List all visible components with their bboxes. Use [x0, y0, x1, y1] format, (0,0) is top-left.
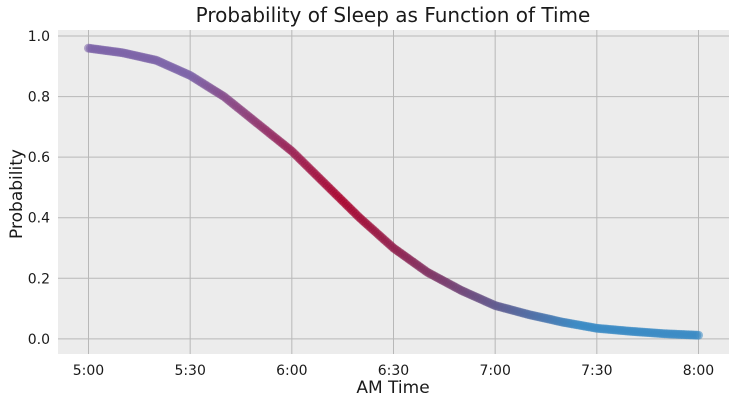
tick-labels: 5:00 5:30 6:00 6:30 7:00 7:30 8:00 0.0 0.2 0.4 0.6… [28, 29, 714, 379]
chart-title: Probability of Sleep as Function of Time [196, 3, 591, 27]
y-tick-label: 0.8 [28, 90, 50, 106]
y-tick-label: 0.6 [28, 150, 50, 166]
x-tick-label: 5:30 [174, 363, 205, 379]
y-tick-label: 0.2 [28, 271, 50, 287]
x-tick-label: 8:00 [683, 363, 714, 379]
grid [58, 30, 729, 354]
x-tick-label: 5:00 [73, 363, 104, 379]
y-tick-label: 0.0 [28, 332, 50, 348]
x-tick-label: 7:30 [581, 363, 612, 379]
y-tick-label: 0.4 [28, 211, 50, 227]
x-tick-label: 6:00 [276, 363, 307, 379]
data-point [694, 330, 703, 340]
data-points [84, 43, 703, 340]
y-tick-label: 1.0 [28, 29, 50, 45]
x-tick-label: 7:00 [479, 363, 510, 379]
x-tick-label: 6:30 [378, 363, 409, 379]
x-axis-label: AM Time [356, 378, 429, 398]
y-axis-label: Probability [7, 149, 27, 239]
